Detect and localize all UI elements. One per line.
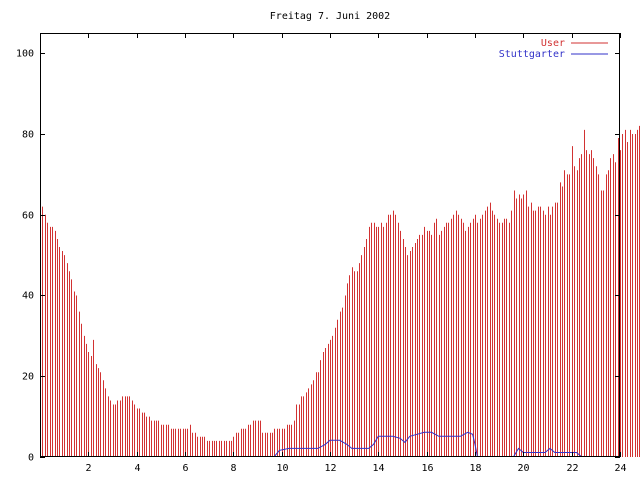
legend-label-user: User (541, 38, 565, 49)
y-tick-label: 20 (22, 372, 34, 383)
x-tick-label: 4 (134, 463, 140, 474)
chart-title: Freitag 7. Juni 2002 (270, 11, 390, 22)
x-tick-label: 12 (324, 463, 336, 474)
y-tick-label: 0 (28, 453, 34, 464)
stuttgarter-line (40, 431, 620, 457)
x-tick-label: 16 (421, 463, 433, 474)
x-tick-label: 24 (614, 463, 626, 474)
x-tick-label: 14 (372, 463, 384, 474)
y-tick-label: 40 (22, 291, 34, 302)
x-tick-label: 22 (566, 463, 578, 474)
x-tick-label: 8 (230, 463, 236, 474)
y-tick-label: 60 (22, 211, 34, 222)
legend: User Stuttgarter (499, 38, 608, 60)
y-tick-label: 100 (16, 49, 34, 60)
x-tick-label: 6 (182, 463, 188, 474)
x-tick-label: 2 (85, 463, 91, 474)
x-tick-label: 18 (469, 463, 481, 474)
x-tick-label: 10 (276, 463, 288, 474)
stuttgarter-series (40, 431, 620, 457)
x-tick-label: 20 (517, 463, 529, 474)
legend-label-stuttgarter: Stuttgarter (499, 49, 565, 60)
y-tick-label: 80 (22, 130, 34, 141)
user-impulses (40, 125, 640, 457)
